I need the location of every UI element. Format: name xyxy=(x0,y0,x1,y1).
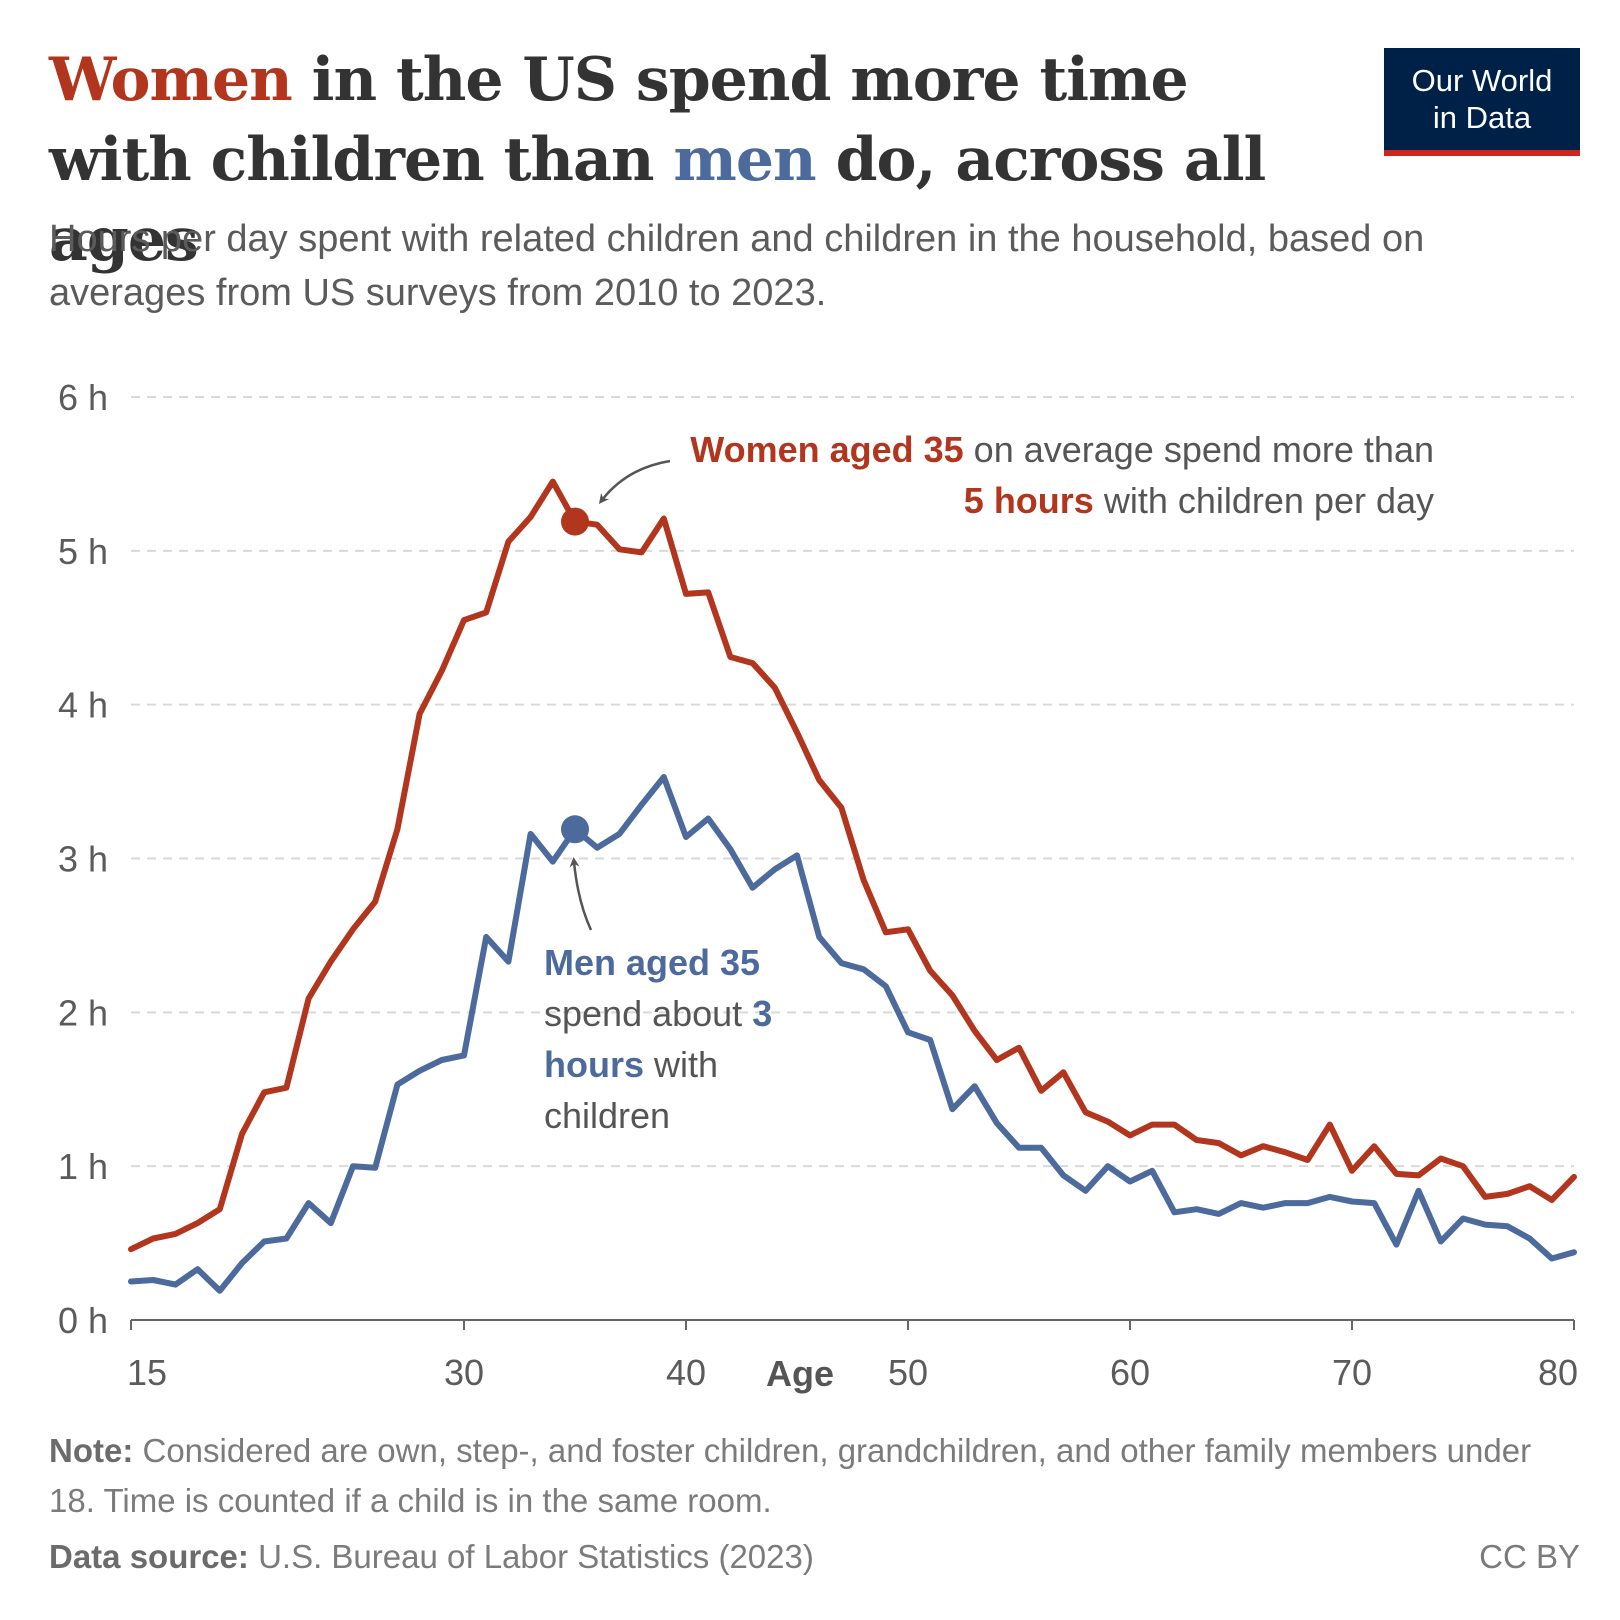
source-label: Data source: xyxy=(49,1538,249,1575)
highlight-point-men[interactable] xyxy=(561,815,589,844)
series-line-women[interactable] xyxy=(128,478,1577,1253)
title-text-1: in the US spend more time with children … xyxy=(49,45,1189,195)
x-tick-label: 15 xyxy=(127,1352,167,1393)
highlight-point-women[interactable] xyxy=(561,507,589,536)
x-tick-label: 70 xyxy=(1332,1352,1372,1393)
women-annotation: Women aged 35 on average spend more than… xyxy=(674,424,1434,526)
y-tick-label: 4 h xyxy=(58,685,108,726)
x-tick-label: 40 xyxy=(666,1352,706,1393)
y-tick-label: 5 h xyxy=(58,531,108,572)
source-link[interactable]: U.S. Bureau of Labor Statistics (2023) xyxy=(248,1538,814,1575)
data-source: Data source: U.S. Bureau of Labor Statis… xyxy=(49,1535,814,1579)
chart-subtitle: Hours per day spent with related childre… xyxy=(49,218,1425,314)
highlight-points xyxy=(561,507,589,844)
annotation-arrows xyxy=(569,459,671,931)
y-axis: 0 h 1 h 2 h 3 h 4 h 5 h 6 h xyxy=(58,377,108,1341)
x-axis-label: Age xyxy=(766,1353,834,1394)
men-annotation-text-2: with children xyxy=(544,1044,719,1136)
license-link[interactable]: CC BY xyxy=(1479,1538,1580,1575)
men-annotation: Men aged 35 spend about 3 hours with chi… xyxy=(544,937,824,1141)
title-text-2: do, across all ages xyxy=(49,125,1266,275)
x-axis: 15 30 40 50 60 70 80 xyxy=(127,1319,1578,1393)
men-annotation-bold-2: 3 hours xyxy=(544,993,773,1085)
men-annotation-text-1: spend about xyxy=(544,993,753,1034)
x-tick-label: 50 xyxy=(888,1352,928,1393)
x-tick-label: 30 xyxy=(444,1352,484,1393)
series-lines xyxy=(128,478,1577,1294)
men-annotation-arrow xyxy=(569,857,593,931)
x-tick-label: 60 xyxy=(1110,1352,1150,1393)
title-women: Women xyxy=(49,45,293,115)
y-tick-label: 2 h xyxy=(58,992,108,1033)
chart-note: Note: Considered are own, step-, and fos… xyxy=(49,1426,1569,1526)
x-tick-label: 80 xyxy=(1538,1352,1578,1393)
title-men: men xyxy=(673,125,816,195)
y-tick-label: 0 h xyxy=(58,1300,108,1341)
women-annotation-bold-2: 5 hours xyxy=(963,480,1094,521)
series-line-men[interactable] xyxy=(128,774,1577,1294)
y-tick-label: 6 h xyxy=(58,377,108,418)
note-label: Note: xyxy=(49,1432,134,1469)
women-annotation-text-2: with children per day xyxy=(1093,480,1434,521)
women-annotation-bold-1: Women aged 35 xyxy=(690,429,964,470)
logo-line-2: in Data xyxy=(1432,100,1532,135)
women-annotation-arrow xyxy=(598,459,671,504)
men-annotation-bold-1: Men aged 35 xyxy=(544,942,761,983)
women-annotation-text-1: on average spend more than xyxy=(963,429,1434,470)
y-tick-label: 3 h xyxy=(58,839,108,880)
chart-title: Women in the US spend more time with chi… xyxy=(49,40,1309,280)
logo-line-1: Our World xyxy=(1411,63,1553,98)
y-tick-label: 1 h xyxy=(58,1146,108,1187)
note-text: Considered are own, step-, and foster ch… xyxy=(49,1432,1532,1519)
owid-logo[interactable]: Our World in Data xyxy=(1384,48,1580,156)
